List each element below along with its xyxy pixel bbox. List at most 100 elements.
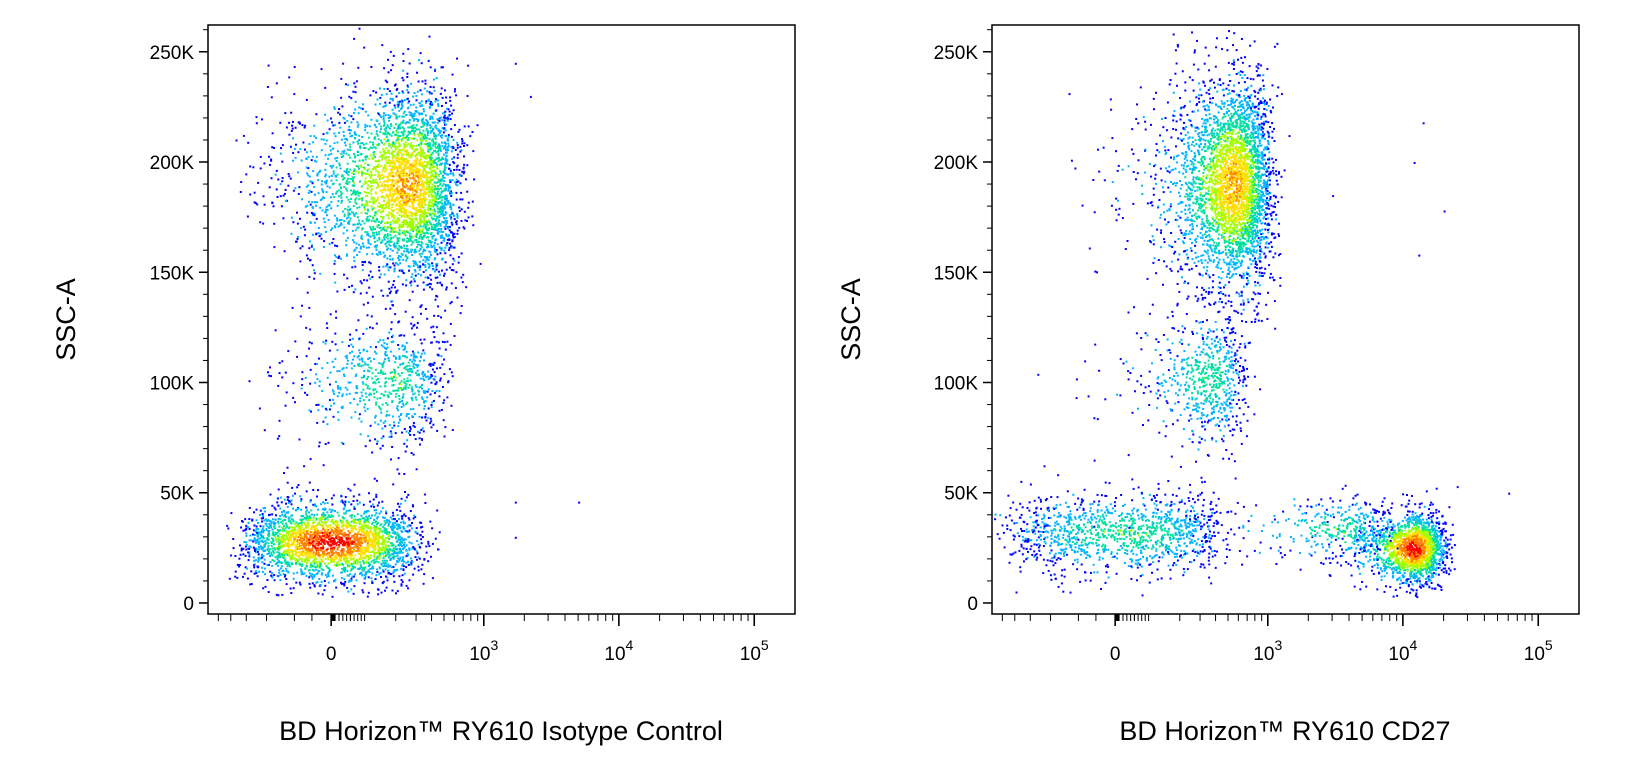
event-dot [388,287,391,290]
event-dot [335,544,338,547]
event-dot [277,594,280,597]
event-dot [353,525,356,528]
event-dot [242,553,245,556]
event-dot [385,140,388,143]
event-dot [303,546,306,549]
event-dot [301,547,304,550]
event-dot [318,357,320,360]
event-dot [295,532,298,535]
event-dot [325,564,328,567]
event-dot [369,262,372,265]
event-dot [276,551,279,554]
event-dot [389,535,392,538]
event-dot [294,492,296,495]
event-dot [327,219,330,221]
event-dot [414,516,417,518]
event-dot [440,241,443,244]
event-dot [277,548,280,551]
event-dot [456,144,459,147]
event-dot [403,544,405,546]
event-dot [266,579,269,581]
event-dot [412,546,415,548]
event-dot [410,82,413,85]
event-dot [444,426,447,429]
event-dot [330,520,333,523]
event-dot [418,431,421,434]
event-dot [382,534,384,537]
event-dot [353,260,356,262]
event-dot [301,124,304,127]
event-dot [376,543,379,546]
event-dot [373,509,376,512]
event-dot [349,563,352,565]
event-dot [364,363,367,366]
event-dot [384,545,387,547]
event-dot [268,520,271,523]
event-dot [365,531,368,534]
event-dot [327,547,329,550]
event-dot [351,514,353,517]
event-dot [355,550,358,553]
event-dot [344,567,347,569]
event-dot [267,542,270,545]
event-dot [373,526,376,529]
event-dot [326,541,329,544]
event-dot [353,364,356,367]
event-dot [446,220,448,223]
event-dot [409,524,412,527]
event-dot [401,99,404,102]
event-dot [322,550,324,553]
event-dot [257,542,260,545]
event-dot [248,551,251,554]
event-dot [346,359,349,362]
event-dot [370,205,373,208]
event-dot [310,513,313,516]
event-dot [435,215,438,218]
event-dot [389,258,392,261]
event-dot [313,575,316,578]
event-dot [430,147,433,150]
event-dot [425,545,428,548]
event-dot [388,550,391,553]
event-dot [317,549,319,552]
event-dot [388,544,391,547]
event-dot [452,236,455,239]
event-dot [374,211,377,214]
event-dot [256,565,259,568]
event-dot [314,363,317,365]
event-dot [270,551,273,554]
event-dot [401,158,404,161]
event-dot [438,207,441,210]
event-dot [397,180,400,183]
event-dot [435,197,438,200]
event-dot [322,515,325,518]
event-dot [262,531,265,534]
event-dot [374,547,377,550]
event-dot [308,409,311,412]
event-dot [303,527,306,530]
event-dot [312,554,315,557]
event-dot [389,193,392,196]
event-dot [445,234,448,237]
event-dot [427,262,430,265]
event-dot [328,408,331,411]
event-dot [428,157,431,160]
event-dot [305,549,308,552]
event-dot [406,121,409,123]
event-dot [296,531,299,533]
event-dot [396,531,399,534]
event-dot [253,572,256,575]
event-dot [338,546,341,548]
event-dot [396,560,398,563]
event-dot [426,396,429,399]
event-dot [395,537,398,540]
event-dot [427,542,430,545]
event-dot [355,242,358,245]
event-dot [431,139,433,142]
event-dot [234,570,237,573]
event-dot [279,541,282,544]
event-dot [380,510,383,513]
event-dot [411,221,414,224]
event-dot [296,561,299,564]
event-dot [394,246,397,249]
